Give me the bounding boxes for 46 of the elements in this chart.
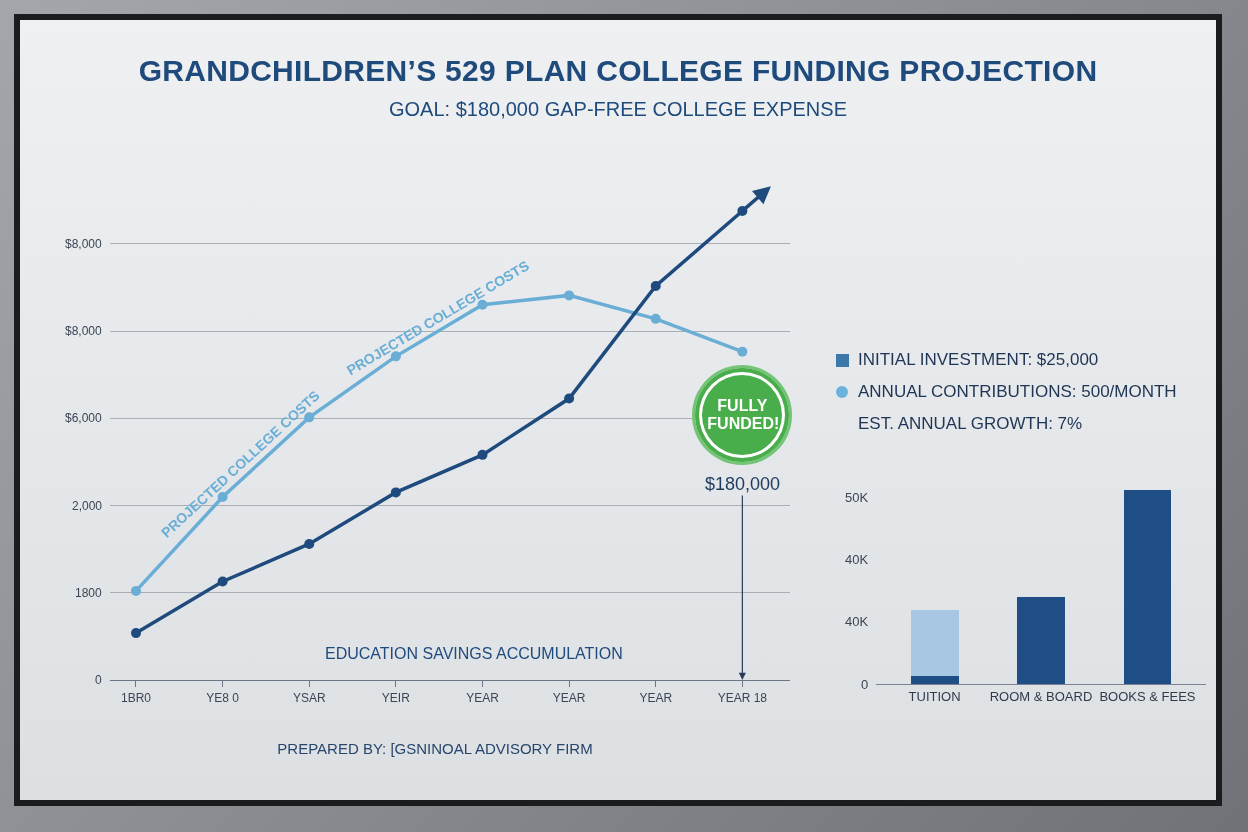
annotation: $180,000	[705, 474, 781, 494]
text: $8,000	[65, 324, 103, 338]
point	[130, 628, 141, 639]
point	[650, 281, 661, 292]
x-tick-label: YEAR	[466, 690, 500, 705]
annotation: FULLY FUNDED!	[707, 396, 780, 434]
text: 0	[95, 673, 102, 687]
point	[130, 585, 141, 596]
bar	[910, 676, 959, 684]
x-tick-label: YEIR	[381, 690, 411, 705]
text: 0	[861, 677, 869, 692]
point	[217, 576, 228, 587]
chart-title: GRANDCHILDREN’S 529 PLAN COLLEGE FUNDING PROJECTION	[137, 54, 1099, 88]
point	[304, 538, 315, 549]
point	[390, 487, 401, 498]
chart-subtitle: GOAL: $180,000 GAP-FREE COLLEGE EXPENSE	[388, 98, 848, 121]
point	[477, 449, 488, 460]
bar	[1123, 489, 1172, 684]
x-tick-label: TUITION	[908, 688, 961, 704]
text: 50K	[845, 490, 869, 505]
bar	[910, 610, 959, 677]
text: $8,000	[65, 237, 103, 251]
bar	[1017, 596, 1065, 684]
text: $6,000	[65, 411, 103, 425]
x-tick-label: ROOM & BOARD	[989, 688, 1093, 704]
x-tick-label: 1BR0	[120, 690, 152, 705]
text: PREPARED BY: [GSNINOAL ADVISORY FIRM	[276, 740, 594, 757]
x-tick-label: YEAR 18	[717, 690, 768, 705]
text: 1800	[75, 586, 103, 600]
text: EDUCATION SAVINGS ACCUMULATION	[325, 645, 623, 662]
point	[650, 313, 661, 324]
point	[564, 290, 575, 301]
point	[564, 393, 575, 404]
badge: FULLY FUNDED!	[695, 368, 790, 462]
x-tick-label: YEAR	[552, 690, 586, 705]
x-tick-label: YE8 0	[206, 690, 240, 705]
text: 2,000	[72, 499, 103, 513]
x-tick-label: YSAR	[292, 690, 326, 705]
x-tick-label: BOOKS & FEES	[1099, 688, 1196, 704]
x-tick-label: YEAR	[639, 690, 673, 705]
text: 40K	[845, 614, 869, 629]
text: INITIAL INVESTMENT: $25,000	[858, 350, 1099, 370]
text: 40K	[845, 552, 869, 567]
text: ANNUAL CONTRIBUTIONS: 500/MONTH	[858, 382, 1177, 402]
point	[737, 346, 748, 357]
text: EST. ANNUAL GROWTH: 7%	[858, 414, 1083, 434]
